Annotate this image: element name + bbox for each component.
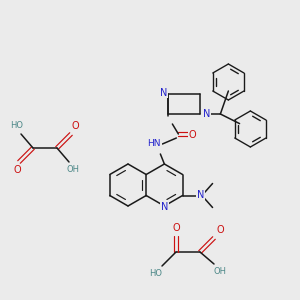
Text: O: O xyxy=(172,223,180,233)
Text: O: O xyxy=(71,121,79,131)
Text: OH: OH xyxy=(67,166,80,175)
Text: N: N xyxy=(161,202,168,212)
Text: HO: HO xyxy=(149,269,163,278)
Text: HN: HN xyxy=(148,140,161,148)
Text: O: O xyxy=(189,130,196,140)
Text: O: O xyxy=(216,225,224,235)
Text: N: N xyxy=(197,190,204,200)
Text: O: O xyxy=(13,165,21,175)
Text: HO: HO xyxy=(11,122,23,130)
Text: OH: OH xyxy=(214,268,226,277)
Text: N: N xyxy=(160,88,167,98)
Text: N: N xyxy=(203,109,210,119)
